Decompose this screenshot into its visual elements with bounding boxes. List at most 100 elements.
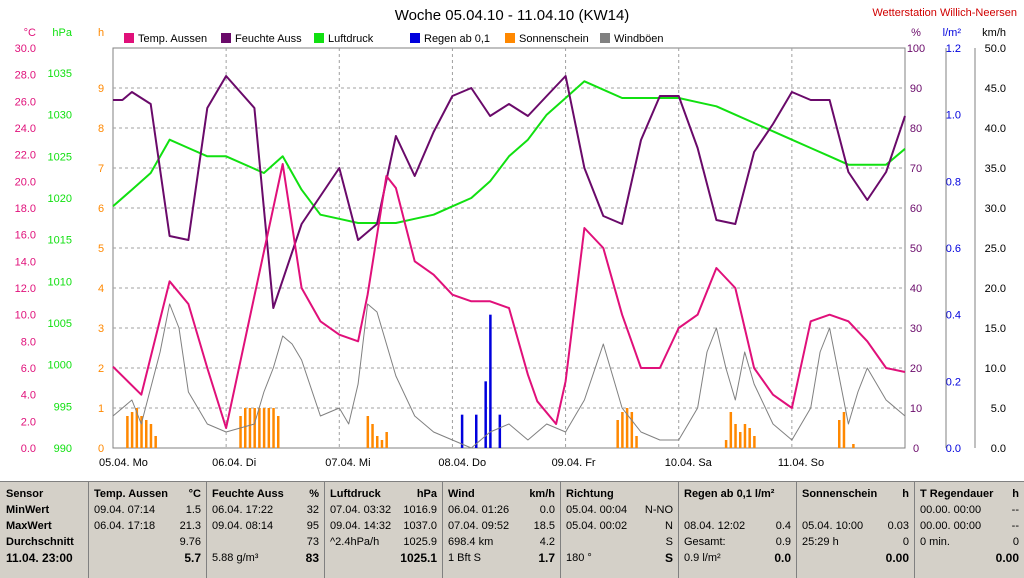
stats-sensor-header: Sensor bbox=[6, 488, 44, 500]
sun-bar bbox=[748, 428, 751, 448]
x-tick-label: 08.04. Do bbox=[438, 457, 486, 469]
stats-value: S bbox=[665, 536, 673, 548]
humidity-axis-tick: 90 bbox=[910, 83, 922, 95]
stats-value: 5.7 bbox=[184, 551, 201, 565]
temp-axis-tick: 26.0 bbox=[15, 96, 36, 108]
legend-item: Windböen bbox=[614, 33, 664, 45]
sun-bar bbox=[253, 408, 256, 448]
stats-value: 4.2 bbox=[539, 536, 555, 548]
stats-label: 05.04. 00:02 bbox=[566, 520, 628, 532]
sun-bar bbox=[734, 424, 737, 448]
stats-label: 09.04. 14:32 bbox=[330, 520, 392, 532]
stats-label: 0.9 l/m² bbox=[684, 552, 721, 564]
rain-axis-tick: 0.0 bbox=[946, 443, 961, 455]
stats-value: 0.0 bbox=[774, 551, 791, 565]
rain-bar bbox=[498, 414, 502, 448]
sun-axis-tick: 6 bbox=[98, 203, 104, 215]
stats-value: -- bbox=[1011, 520, 1019, 532]
wind-axis-tick: 20.0 bbox=[985, 283, 1006, 295]
stats-value: 83 bbox=[305, 551, 319, 565]
x-tick-label: 07.04. Mi bbox=[325, 457, 370, 469]
pressure-axis-tick: 1005 bbox=[48, 318, 72, 330]
pressure-axis-tick: 1010 bbox=[48, 276, 72, 288]
pressure-axis-tick: 1015 bbox=[48, 235, 72, 247]
sun-bar bbox=[838, 420, 841, 448]
stats-label: 08.04. 12:02 bbox=[684, 520, 746, 532]
stats-label: 0 min. bbox=[920, 536, 950, 548]
legend-item: Luftdruck bbox=[328, 33, 374, 45]
stats-header: Richtung bbox=[566, 488, 614, 500]
station-name: Wetterstation Willich-Neersen bbox=[872, 7, 1017, 19]
sun-bar bbox=[630, 412, 634, 448]
wind-axis-tick: 50.0 bbox=[985, 43, 1006, 55]
sun-axis-tick: 5 bbox=[98, 243, 104, 255]
stats-header: Luftdruck bbox=[330, 488, 381, 500]
temp-axis-tick: 0.0 bbox=[21, 443, 36, 455]
grid bbox=[113, 48, 905, 448]
temp-axis-tick: 20.0 bbox=[15, 176, 36, 188]
stats-header: Regen ab 0,1 l/m² bbox=[684, 488, 775, 500]
humidity-axis-tick: 70 bbox=[910, 163, 922, 175]
stats-value: 0.4 bbox=[775, 520, 791, 532]
temp-axis-tick: 10.0 bbox=[15, 310, 36, 322]
x-tick-label: 11.04. So bbox=[778, 457, 824, 469]
sun-bar bbox=[842, 412, 846, 448]
stats-unit: °C bbox=[188, 488, 201, 500]
stats-unit: h bbox=[1012, 488, 1019, 500]
pressure-line bbox=[112, 80, 906, 224]
wind-axis-tick: 0.0 bbox=[991, 443, 1006, 455]
sun-axis-tick: 8 bbox=[98, 123, 104, 135]
stats-label: 698.4 km bbox=[448, 536, 494, 548]
rain-bar bbox=[460, 414, 464, 448]
pressure-axis-tick: 1000 bbox=[48, 360, 72, 372]
sun-bar bbox=[376, 436, 379, 448]
stats-label: 05.04. 10:00 bbox=[802, 520, 864, 532]
sun-axis-unit: h bbox=[98, 27, 104, 39]
sun-bar bbox=[753, 436, 756, 448]
stats-sensor-row: 11.04. 23:00 bbox=[6, 551, 73, 565]
stats-value: 18.5 bbox=[533, 520, 555, 532]
stats-col-rain: Regen ab 0,1 l/m² 08.04. 12:02 0.4 Gesamt: 0… bbox=[678, 482, 797, 578]
temp-axis-tick: 8.0 bbox=[21, 336, 36, 348]
temp-axis-tick: 22.0 bbox=[15, 150, 36, 162]
wind-axis-unit: km/h bbox=[982, 27, 1006, 39]
humidity-axis-tick: 60 bbox=[910, 203, 922, 215]
stats-label: 09.04. 08:14 bbox=[212, 520, 274, 532]
stats-header: Temp. Aussen bbox=[94, 488, 168, 500]
stats-header: Wind bbox=[448, 488, 475, 500]
stats-label: ^2.4hPa/h bbox=[330, 536, 380, 548]
rain-bar bbox=[484, 381, 487, 448]
sun-bar bbox=[852, 444, 855, 448]
stats-unit: h bbox=[902, 488, 909, 500]
stats-value: 1025.1 bbox=[400, 551, 437, 565]
legend-swatch bbox=[410, 33, 420, 43]
x-tick-label: 06.04. Di bbox=[212, 457, 256, 469]
rain-axis-tick: 1.0 bbox=[946, 110, 961, 122]
sun-axis-tick: 7 bbox=[98, 163, 104, 175]
temp-axis-tick: 2.0 bbox=[21, 416, 36, 428]
sun-bar bbox=[380, 440, 384, 448]
x-tick-label: 10.04. Sa bbox=[665, 457, 713, 469]
sun-bar bbox=[366, 416, 370, 448]
humidity-axis-tick: 40 bbox=[910, 283, 922, 295]
stats-col-humidity: Feuchte Auss% 06.04. 17:22 32 09.04. 08:14 9… bbox=[206, 482, 325, 578]
stats-value: 21.3 bbox=[179, 520, 201, 532]
stats-col-pressure: Luftdruck hPa 07.04. 03:32 1016.9 09.04. 14:… bbox=[324, 482, 443, 578]
wind-axis-tick: 5.0 bbox=[991, 403, 1006, 415]
pressure-axis-unit: hPa bbox=[52, 27, 72, 39]
stats-label: Gesamt: bbox=[684, 536, 726, 548]
stats-value: 0 bbox=[902, 536, 909, 548]
stats-value: 1037.0 bbox=[403, 520, 437, 532]
temp-line bbox=[112, 163, 906, 429]
pressure-axis-tick: 1035 bbox=[48, 68, 72, 80]
stats-col-sensor: Sensor MinWert MaxWert Durchschnitt 11.0… bbox=[0, 482, 89, 578]
stats-col-wind: Wind km/h 06.04. 01:26 0.0 07.04. 09:52 18.5 6… bbox=[442, 482, 561, 578]
sun-bar bbox=[743, 424, 747, 448]
stats-label: 00.00. 00:00 bbox=[920, 504, 982, 516]
stats-label: 00.00. 00:00 bbox=[920, 520, 982, 532]
stats-value: 0.0 bbox=[539, 504, 555, 516]
stats-label: 05.04. 00:04 bbox=[566, 504, 628, 516]
stats-value: 0.00 bbox=[885, 551, 909, 565]
sun-bar bbox=[140, 416, 143, 448]
wind-axis-tick: 35.0 bbox=[985, 163, 1006, 175]
